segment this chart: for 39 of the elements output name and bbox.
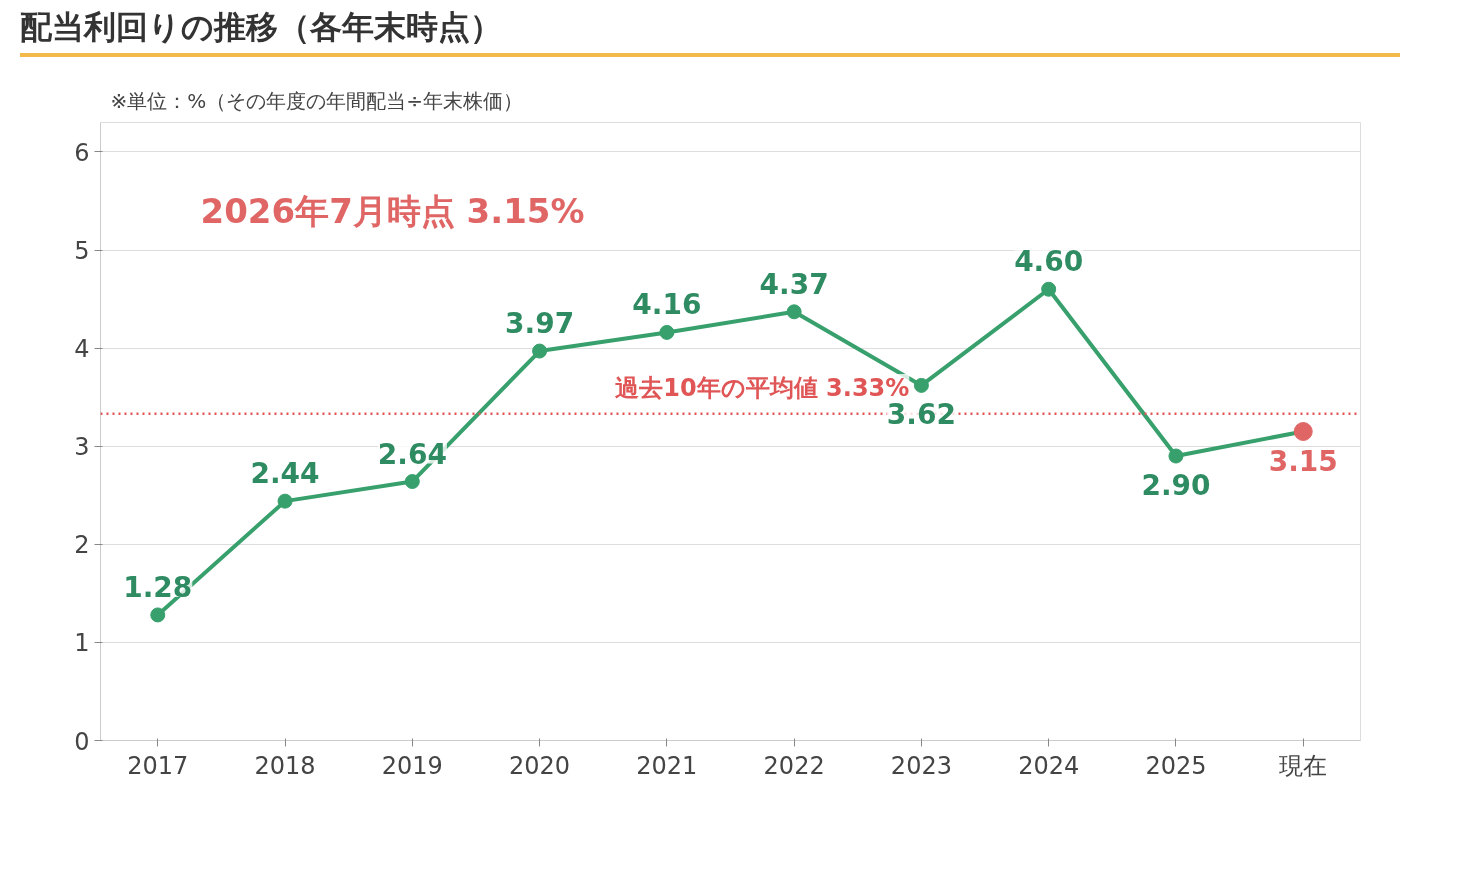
annotation: 2026年7月時点 3.15% xyxy=(200,190,585,231)
point xyxy=(404,473,420,489)
x-tick-label: 2019 xyxy=(381,751,443,780)
text: 4.37 xyxy=(759,267,829,301)
x-tick-label: 2021 xyxy=(636,751,698,780)
y-tick-label: 1 xyxy=(74,629,90,658)
text: 2.64 xyxy=(377,437,447,471)
text: 3.97 xyxy=(505,306,575,340)
point xyxy=(1041,281,1057,297)
y-tick-label: 5 xyxy=(74,236,90,265)
point xyxy=(1168,448,1184,464)
y-tick-label: 2 xyxy=(74,531,90,560)
point xyxy=(659,324,675,340)
x-tick-label: 2024 xyxy=(1018,751,1080,780)
x-tick-label: 2020 xyxy=(509,751,571,780)
x-tick-label: 2018 xyxy=(254,751,316,780)
y-tick-label: 3 xyxy=(74,432,90,461)
x-tick-label: 2023 xyxy=(890,751,952,780)
y-tick-label: 0 xyxy=(74,727,90,756)
text: 4.16 xyxy=(632,288,702,322)
y-tick-label: 6 xyxy=(74,138,90,167)
text: 3.15 xyxy=(1268,444,1338,478)
text: 4.60 xyxy=(1014,244,1084,278)
point xyxy=(150,607,166,623)
text: ※単位：%（その年度の年間配当÷年末株価） xyxy=(110,88,524,113)
x-tick-label: 現在 xyxy=(1279,751,1328,780)
point xyxy=(786,304,802,320)
y-tick-label: 4 xyxy=(74,334,90,363)
text: 2.90 xyxy=(1141,468,1211,502)
text: 1.28 xyxy=(123,570,193,604)
point xyxy=(532,343,548,359)
ref-line-label: 過去10年の平均値 3.33% xyxy=(615,373,910,402)
text: 2.44 xyxy=(250,456,320,490)
x-tick-label: 2017 xyxy=(127,751,189,780)
x-tick-label: 2025 xyxy=(1145,751,1207,780)
point xyxy=(913,377,929,393)
chart-title: 配当利回りの推移（各年末時点） xyxy=(20,7,502,48)
x-tick-label: 2022 xyxy=(763,751,825,780)
point xyxy=(277,493,293,509)
